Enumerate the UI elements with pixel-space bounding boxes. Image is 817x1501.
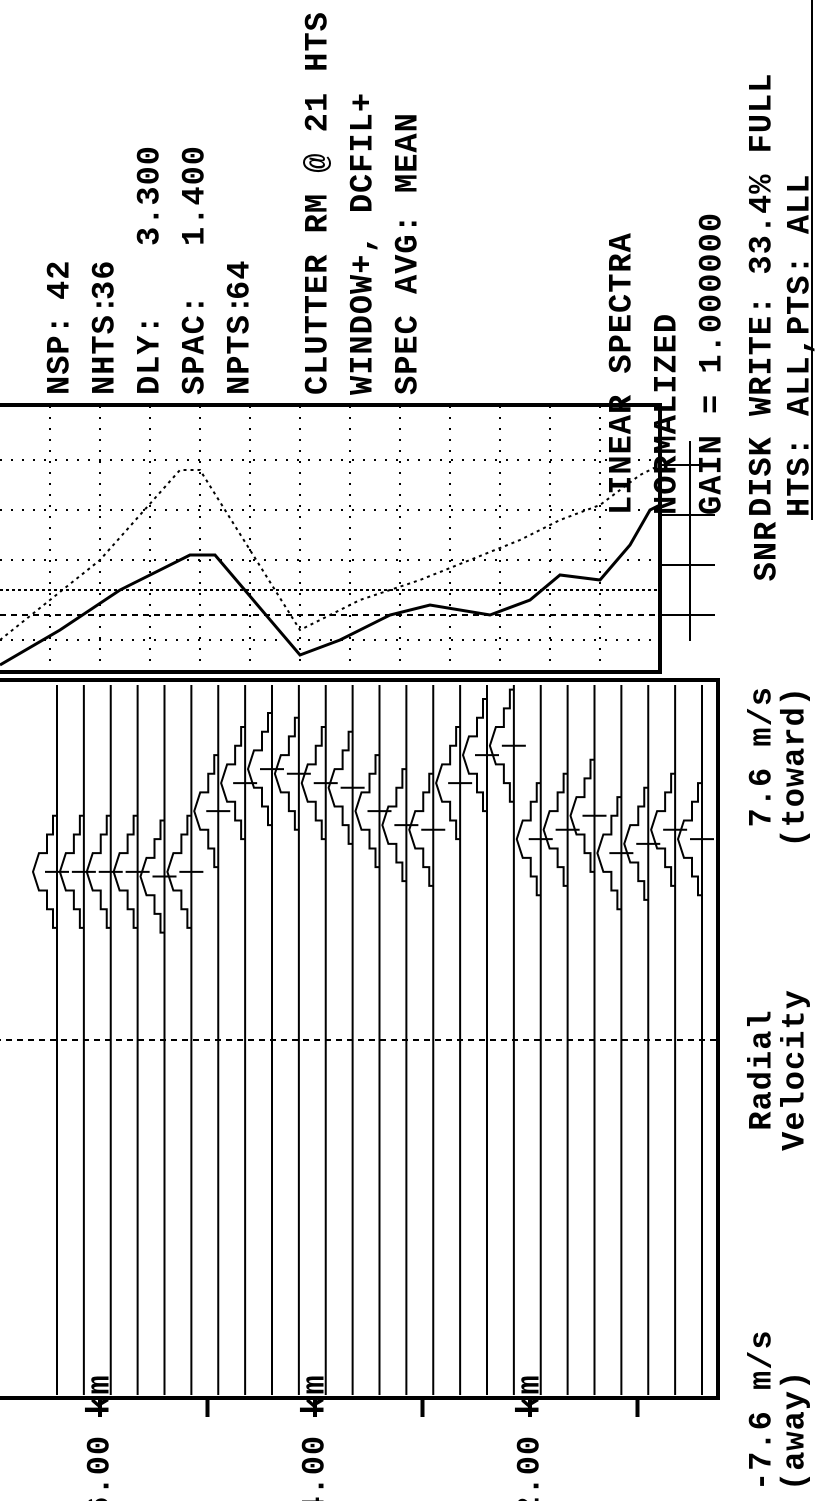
spectrum-peak — [58, 814, 84, 929]
processing-line: SPEC AVG: MEAN — [389, 112, 426, 395]
spectrum-peak — [166, 814, 192, 929]
spectrum-peak — [327, 730, 353, 845]
display-line: GAIN = 1.000000 — [693, 212, 730, 515]
spectrum-peak — [488, 688, 514, 803]
spectrum-peak — [273, 716, 299, 831]
spectrum-peak — [193, 754, 219, 869]
snr-trace — [0, 503, 661, 667]
param-key: NSP: — [41, 314, 78, 395]
display-line: NORMALIZED — [648, 313, 685, 515]
spectrum-peak — [569, 758, 595, 873]
param-key: NHTS: — [86, 294, 123, 395]
spectrum-peak — [650, 772, 676, 887]
spectrum-peak — [246, 712, 272, 827]
spectra-frame — [0, 678, 720, 1400]
param-value: 42 — [41, 260, 78, 300]
param-value: 1.400 — [176, 145, 213, 246]
spectrum-peak — [381, 768, 407, 883]
snr-frame — [0, 403, 662, 674]
spectrum-peak — [31, 814, 57, 929]
spectrum-peak — [435, 726, 461, 841]
spectrum-peak — [676, 782, 702, 897]
velocity-away: (away) — [776, 1370, 813, 1491]
spectrum-peak — [515, 782, 541, 897]
velocity-max-label: 7.6 m/s — [743, 686, 780, 827]
snr-grid — [0, 405, 715, 672]
param-key: NPTS: — [221, 294, 258, 395]
velocity-title: Radial — [743, 1009, 780, 1130]
param-key: SPAC: — [176, 294, 213, 395]
spectrum-peak — [85, 814, 111, 929]
spectrum-peak — [139, 819, 165, 934]
processing-line: CLUTTER RM @ 21 HTS — [299, 11, 336, 395]
param-value: 3.300 — [131, 145, 168, 246]
display-line: DISK WRITE: 33.4% FULL — [743, 73, 780, 517]
range-tick-label: 6.00 km — [81, 1374, 118, 1501]
spectrum-peak — [300, 726, 326, 841]
range-tick-label: 2.00 km — [511, 1374, 548, 1501]
velocity-min-label: -7.6 m/s — [743, 1329, 780, 1491]
spectrum-peak — [461, 698, 487, 813]
velocity-title: Velocity — [776, 989, 813, 1151]
spectrum-peak — [542, 772, 568, 887]
snr-trace-peak — [0, 464, 661, 641]
processing-line: WINDOW+, DCFIL+ — [344, 92, 381, 395]
velocity-toward: (toward) — [776, 686, 813, 848]
spectrum-peak — [220, 726, 246, 841]
display-line: LINEAR SPECTRA — [603, 232, 640, 515]
snr-label: SNR — [748, 521, 785, 582]
param-value: 64 — [221, 260, 258, 300]
param-value: 36 — [86, 260, 123, 300]
range-tick-label: 4.00 km — [296, 1374, 333, 1501]
spectrum-peak — [623, 786, 649, 901]
param-key: DLY: — [131, 314, 168, 395]
display-line: HTS: ALL,PTS: ALL — [781, 174, 817, 517]
spectrum-peak — [354, 754, 380, 869]
spectrum-peak — [408, 772, 434, 887]
spectrum-peak — [596, 796, 622, 911]
spectrum-peak — [112, 814, 138, 929]
